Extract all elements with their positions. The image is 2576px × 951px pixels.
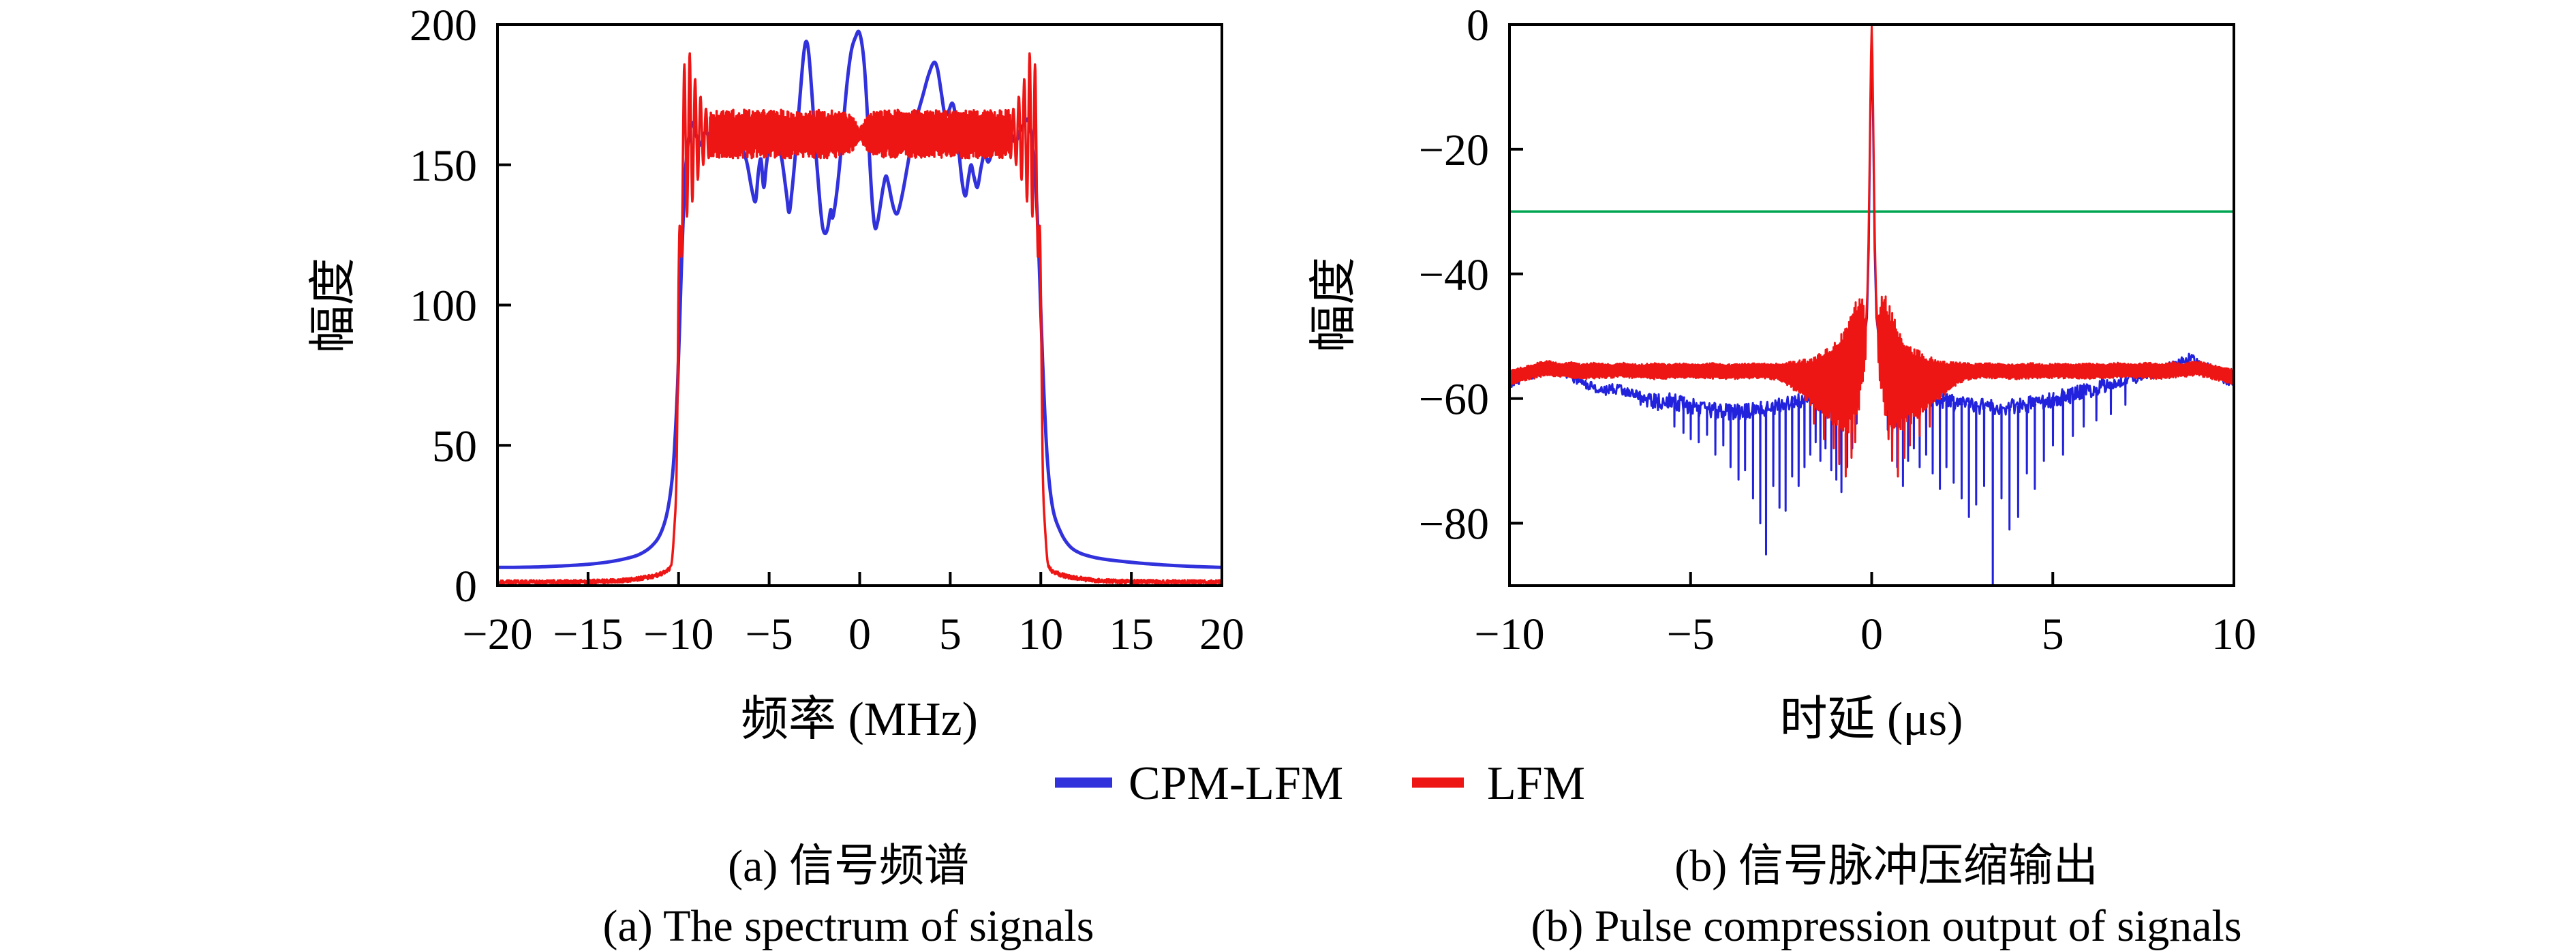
legend: CPM-LFM LFM [1055,757,1585,810]
series-cpm-lfm-curve [497,29,1222,569]
y-tick-label: −40 [1419,250,1489,300]
pulse-compression-y-axis-title: 幅度 [1308,257,1360,352]
x-tick-label: 0 [1860,609,1883,659]
pulse-compression-curves [1509,25,2234,586]
series-lfm-curve [497,52,1222,586]
pulse-compression-axis-ticks: −10 −5 0 5 10 0 −20 −40 −60 −80 [1419,1,2256,659]
caption-a-en: (a) The spectrum of signals [603,901,1094,951]
y-tick-label: 200 [410,1,477,50]
pulse-compression-plot: −10 −5 0 5 10 0 −20 −40 −60 −80 幅度 时延 (μs) [1308,1,2256,746]
spectrum-x-axis-title: 频率 (MHz) [741,693,978,746]
series-lfm-curve [1509,25,2234,478]
x-tick-label: −5 [1667,609,1715,659]
legend-label-lfm: LFM [1487,757,1585,810]
x-tick-label: −15 [553,609,623,659]
y-tick-label: −80 [1419,500,1489,549]
y-tick-label: 50 [432,421,477,471]
spectrum-plot-frame [496,23,1223,587]
x-tick-label: 20 [1199,609,1244,659]
x-tick-label: −10 [643,609,714,659]
pulse-compression-plot-frame [1508,23,2235,587]
x-tick-label: 15 [1109,609,1154,659]
caption-a-zh: (a) 信号频谱 [728,841,969,891]
x-tick-label: 0 [848,609,871,659]
x-tick-label: −5 [746,609,793,659]
caption-b-zh: (b) 信号脉冲压缩输出 [1674,841,2098,891]
series-cpm-lfm-curve [1509,33,2234,586]
x-tick-label: 5 [2042,609,2064,659]
x-tick-label: 10 [1018,609,1063,659]
spectrum-curves [497,29,1222,586]
captions: (a) 信号频谱 (a) The spectrum of signals (b)… [603,841,2242,951]
x-tick-label: 10 [2211,609,2256,659]
legend-label-cpm-lfm: CPM-LFM [1129,757,1343,810]
spectrum-y-axis-title: 幅度 [307,258,360,353]
y-tick-label: 100 [410,282,477,331]
x-tick-label: −20 [462,609,532,659]
x-tick-label: 5 [939,609,962,659]
y-tick-label: 0 [1467,1,1489,50]
pulse-compression-x-axis-title: 时延 (μs) [1780,693,1963,746]
y-tick-label: −60 [1419,375,1489,425]
y-tick-label: −20 [1419,125,1489,175]
caption-b-en: (b) Pulse compression output of signals [1531,901,2241,951]
x-tick-label: −10 [1474,609,1544,659]
y-tick-label: 150 [410,141,477,191]
y-tick-label: 0 [455,562,477,612]
